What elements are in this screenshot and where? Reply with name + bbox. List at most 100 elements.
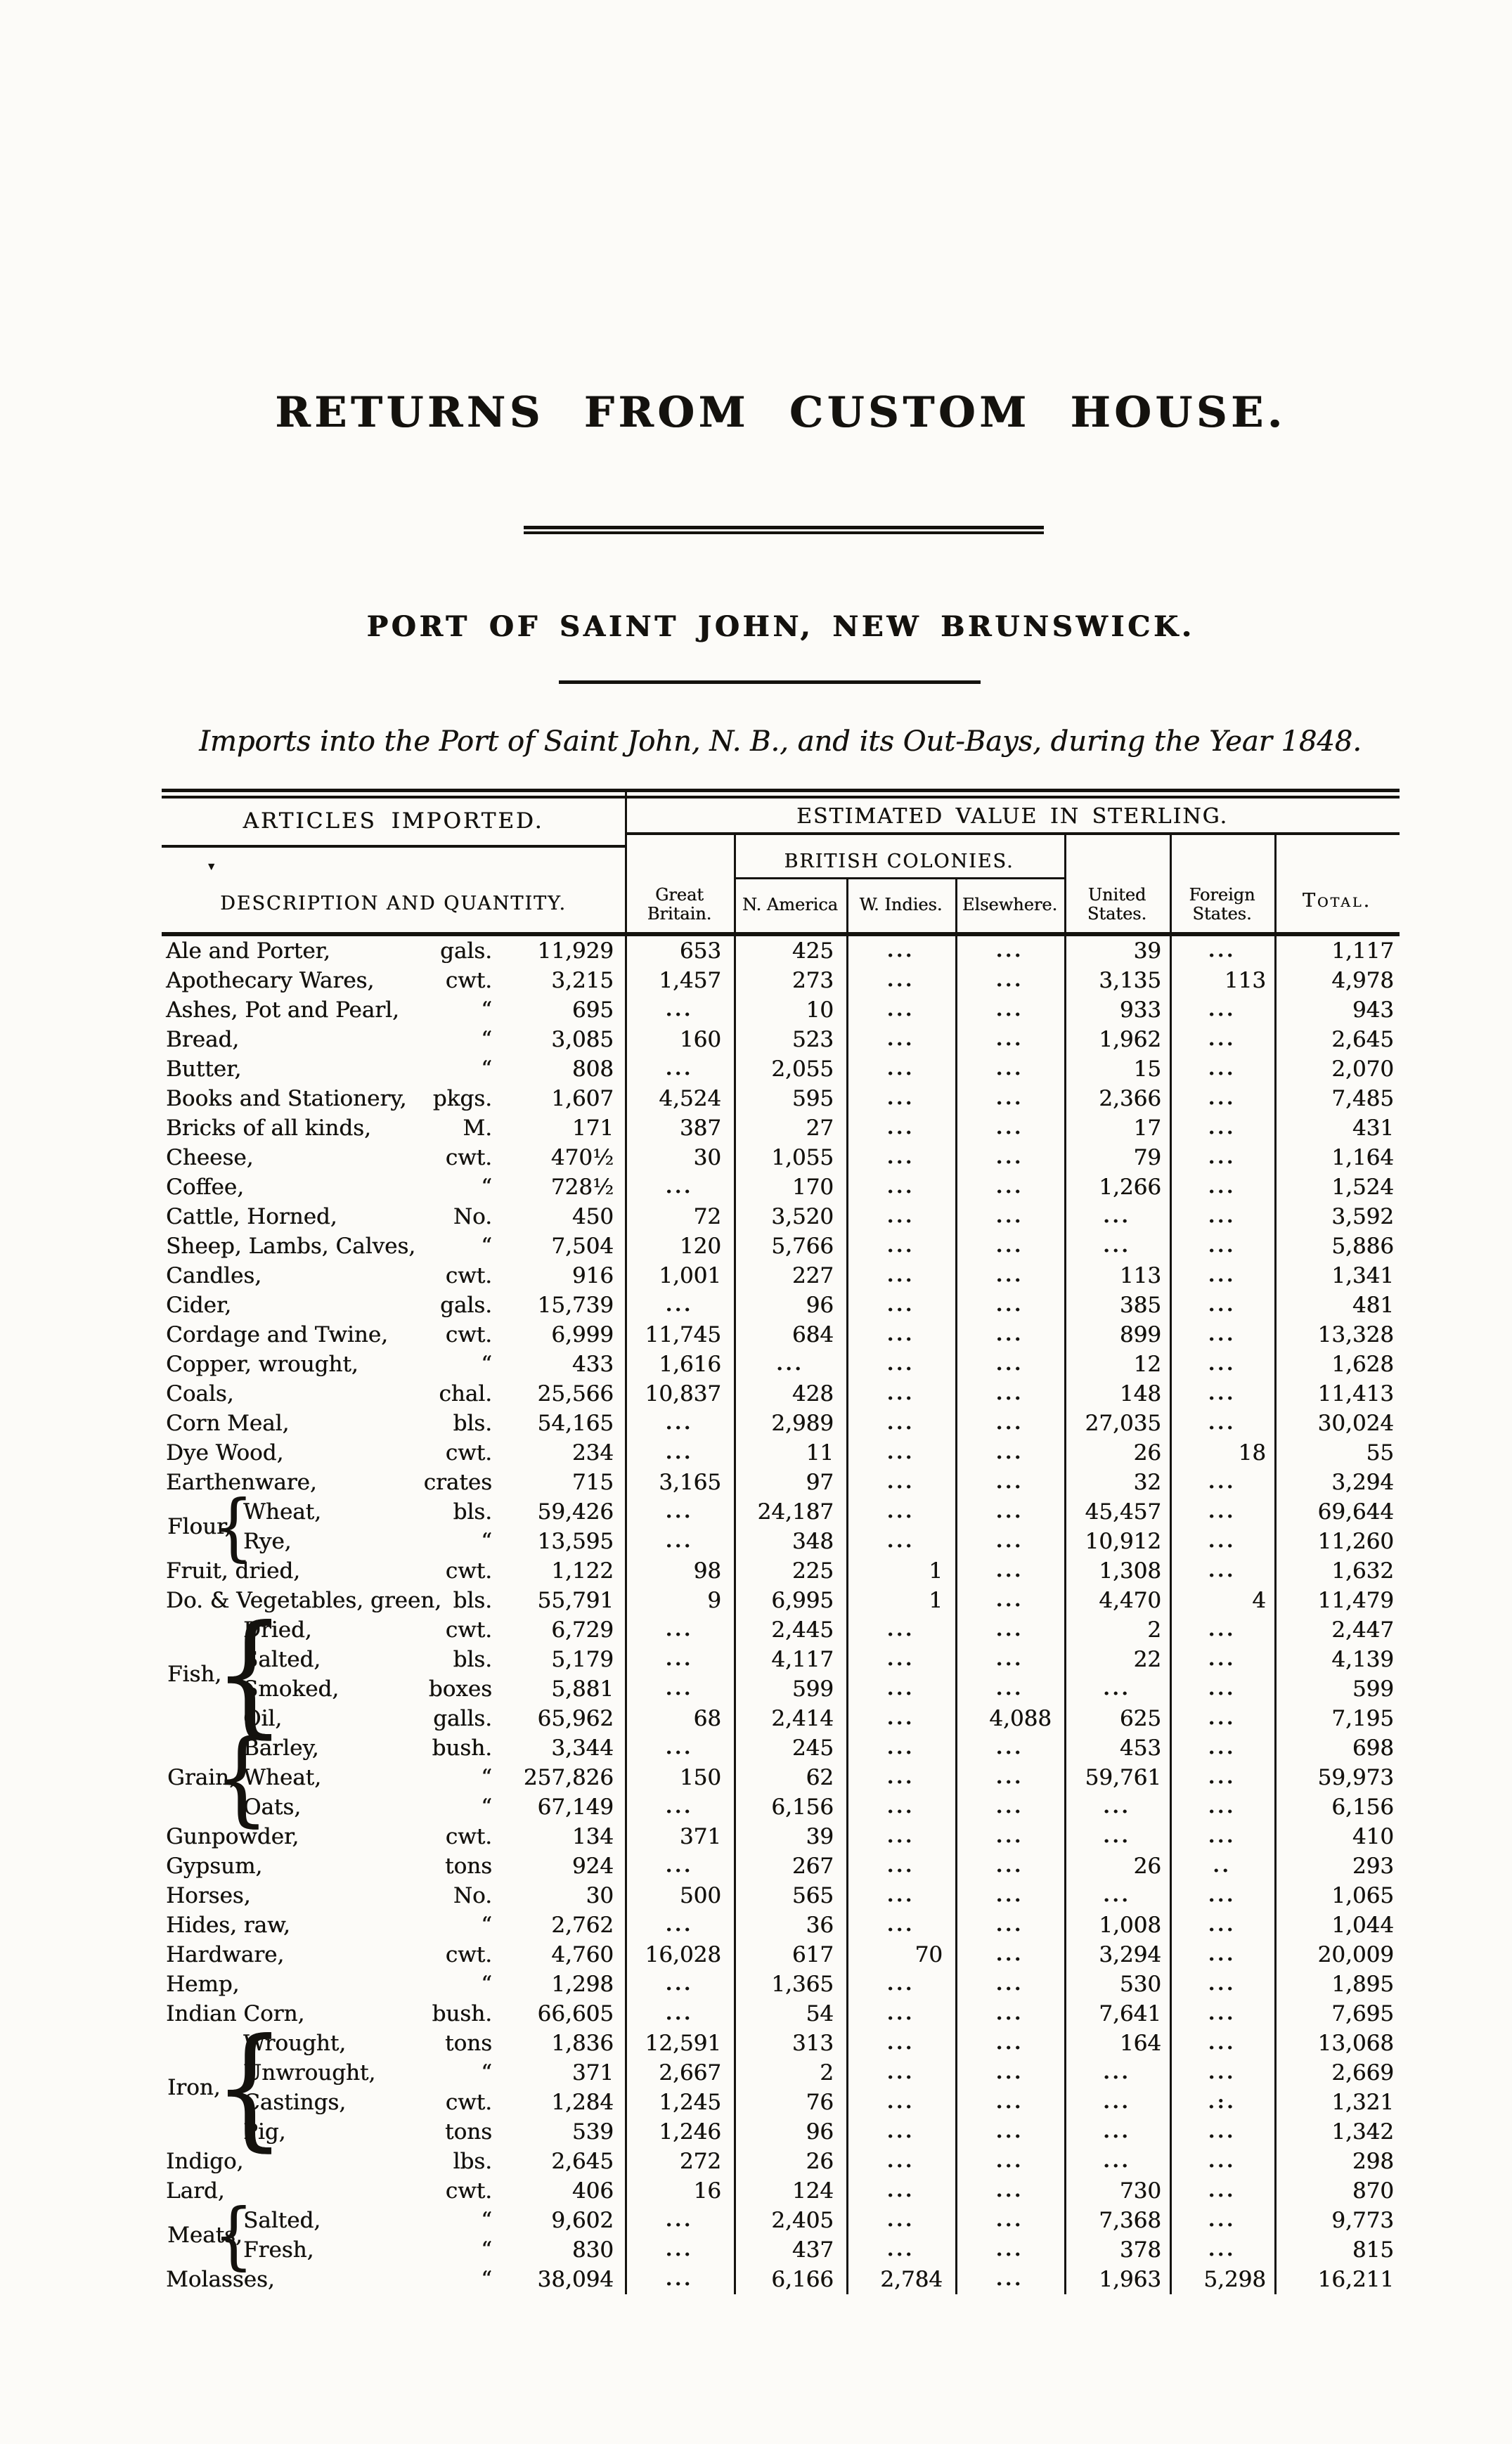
value-cell: 96 [806, 1293, 834, 1318]
value-cell: ... [665, 1856, 694, 1877]
value-cell: ... [995, 1029, 1024, 1050]
item-unit: “ [481, 2208, 492, 2233]
value-cell: 2,669 [1331, 2060, 1394, 2086]
value-cell: 24,187 [757, 1499, 834, 1525]
value-cell: 124 [791, 2178, 834, 2204]
value-cell: ... [665, 2003, 694, 2024]
item-quantity: 3,085 [551, 1027, 614, 1052]
column-rule-united-states [1170, 832, 1172, 2294]
value-cell: 2,447 [1331, 1617, 1394, 1643]
header-british-colonies: BRITISH COLONIES. [784, 851, 1014, 872]
value-cell: 943 [1352, 997, 1394, 1023]
value-cell: 933 [1119, 997, 1161, 1023]
value-cell: 425 [791, 938, 834, 964]
value-cell: ... [886, 1856, 915, 1877]
description-cell: Gypsum, tons 924 [162, 1851, 625, 1881]
item-unit: chal. [439, 1381, 492, 1407]
value-cell: 267 [791, 1854, 834, 1879]
item-unit: “ [481, 1795, 492, 1820]
value-cell: 4,978 [1331, 968, 1394, 993]
value-cell: 1 [929, 1558, 943, 1584]
value-cell: 2,667 [659, 2060, 721, 2086]
value-cell: ... [886, 1472, 915, 1493]
value-cell: 227 [791, 1263, 834, 1288]
item-label: Hides, raw, [166, 1913, 290, 1938]
value-cell: ... [1208, 1118, 1236, 1139]
item-label: Corn Meal, [166, 1411, 290, 1436]
value-cell: 273 [791, 968, 834, 993]
value-cell: ... [995, 1679, 1024, 1700]
value-cell: 30,024 [1317, 1411, 1394, 1436]
value-cell: 2,645 [1331, 1027, 1394, 1052]
value-cell: ... [995, 970, 1024, 991]
value-cell: ... [886, 2239, 915, 2261]
description-cell: Ashes, Pot and Pearl, “ 695 [162, 995, 625, 1025]
print-mark-icon: ▾ [208, 859, 215, 874]
value-cell: ... [665, 1501, 694, 1522]
description-cell: Dye Wood, cwt. 234 [162, 1438, 625, 1468]
value-cell: 4,117 [771, 1647, 834, 1672]
value-cell: ... [1208, 2180, 1236, 2201]
table-row: Books and Stationery, pkgs. 1,607 4,524 595.… [162, 1084, 1400, 1113]
value-cell: ... [665, 1974, 694, 1995]
value-cell: 1,245 [659, 2090, 721, 2115]
item-label: Ashes, Pot and Pearl, [166, 997, 399, 1023]
item-quantity: 59,426 [537, 1499, 614, 1525]
item-label: Butter, [166, 1056, 242, 1082]
value-cell: 9 [707, 1588, 721, 1613]
group-label: Grain, [167, 1765, 236, 1790]
description-cell: Meats,{Salted, “9,602 [162, 2199, 625, 2272]
description-cell: Copper, wrought, “ 433 [162, 1350, 625, 1379]
value-cell: 698 [1352, 1735, 1394, 1761]
value-cell: 4 [1252, 1588, 1266, 1613]
item-unit: “ [481, 1972, 492, 1997]
value-cell: 62 [806, 1765, 834, 1790]
group-brace-icon: { [214, 1484, 254, 1570]
group-brace-icon: { [214, 2010, 285, 2164]
value-cell: 69,644 [1317, 1499, 1394, 1525]
value-cell: ... [995, 2092, 1024, 2113]
item-unit: cwt. [445, 1558, 492, 1584]
value-cell: ... [995, 2033, 1024, 2054]
value-cell: ... [995, 1147, 1024, 1168]
description-cell: Iron,{Wrought, tons 1,836 [162, 2022, 625, 2154]
item-quantity: 1,122 [551, 1558, 614, 1584]
table-row: Rye, “ 13,595... 348...... 10,912... 11,260 [162, 1527, 1400, 1556]
value-cell: 730 [1119, 2178, 1161, 2204]
column-rule-great-britain [734, 832, 736, 2294]
table-row: Fresh, “ 830... 437...... 378... 815 [162, 2235, 1400, 2265]
value-cell: 12,591 [645, 2031, 721, 2056]
value-cell: 5,766 [771, 1234, 834, 1259]
value-cell: 20,009 [1317, 1942, 1394, 1967]
value-cell: ... [1208, 940, 1236, 962]
item-unit: gals. [439, 938, 492, 964]
value-cell: ... [665, 1738, 694, 1759]
item-unit: “ [481, 2060, 492, 2086]
item-quantity: 4,760 [551, 1942, 614, 1967]
value-cell: ... [665, 1442, 694, 1463]
value-cell: ... [1103, 1885, 1131, 1906]
description-cell: Castings, cwt. 1,284 [162, 2088, 625, 2117]
item-quantity: 257,826 [523, 1765, 614, 1790]
value-cell: 27,035 [1085, 1411, 1161, 1436]
item-quantity: 3,344 [551, 1735, 614, 1761]
item-label: Coals, [166, 1381, 234, 1407]
value-cell: 2,445 [771, 1617, 834, 1643]
value-cell: 11,413 [1317, 1381, 1394, 1407]
item-unit: bls. [453, 1411, 492, 1436]
value-cell: 1,266 [1099, 1175, 1161, 1200]
item-label: Cider, [166, 1293, 232, 1318]
value-cell: 1,365 [771, 1972, 834, 1997]
value-cell: 13,328 [1317, 1322, 1394, 1347]
table-header: ARTICLES IMPORTED. ESTIMATED VALUE IN ST… [162, 789, 1400, 936]
value-cell: 59,761 [1085, 1765, 1161, 1790]
value-cell: ... [995, 1826, 1024, 1847]
value-cell: ... [1208, 1383, 1236, 1404]
value-cell: 2,414 [771, 1706, 834, 1731]
item-label: Ale and Porter, [166, 938, 330, 964]
value-cell: ... [995, 2151, 1024, 2172]
table-row: Grain,{Barley, bush. 3,344... 245...... 453.… [162, 1726, 1400, 1829]
value-cell: ... [886, 1383, 915, 1404]
item-quantity: 38,094 [537, 2267, 614, 2292]
value-cell: 55 [1366, 1440, 1394, 1466]
